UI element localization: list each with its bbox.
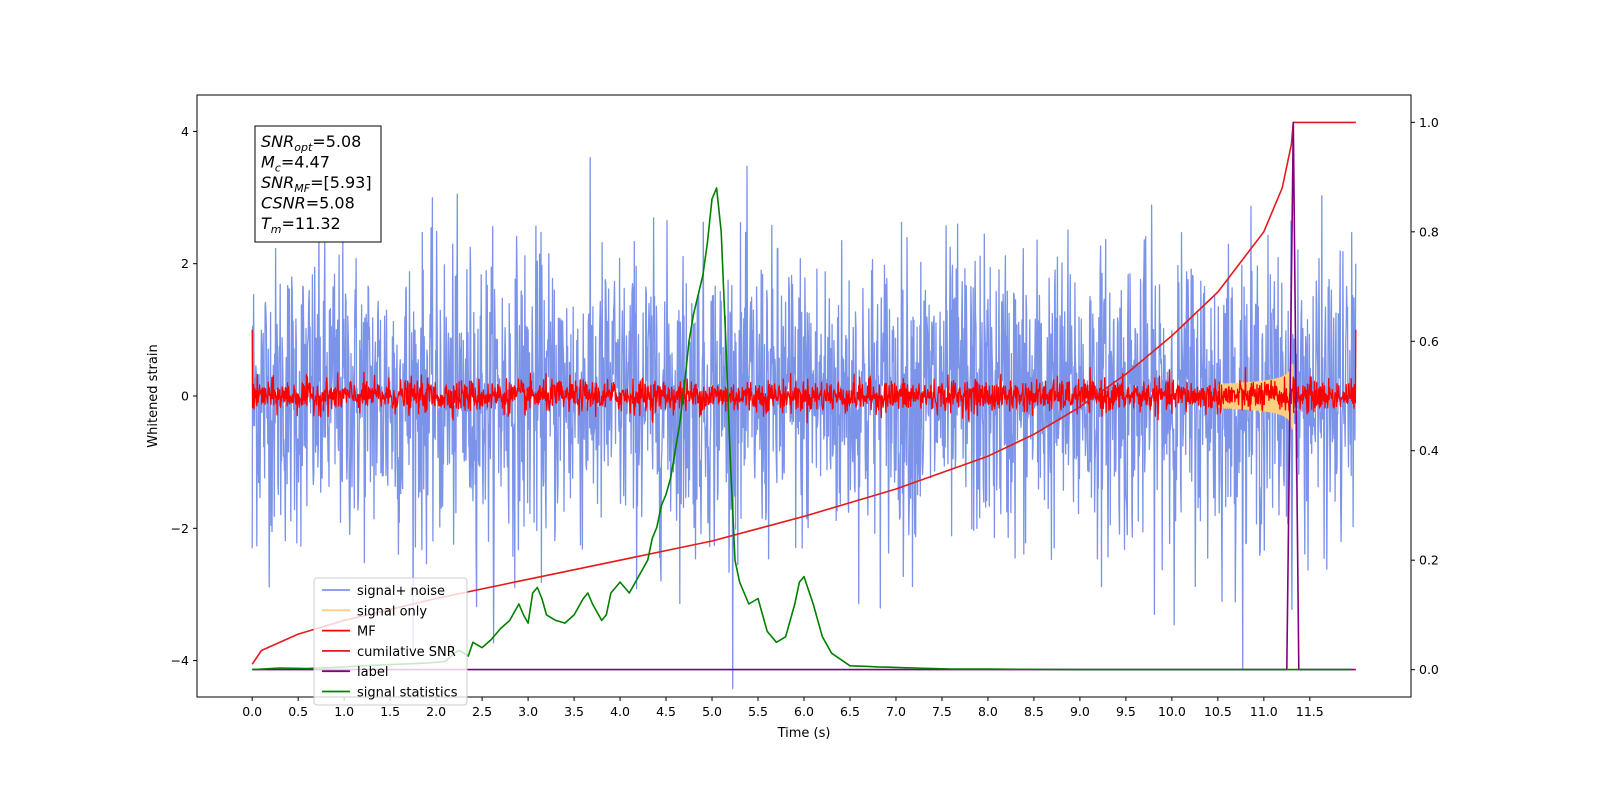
annotation-line: SNRopt=5.08 (261, 132, 361, 154)
legend-entry-label: signal statistics (357, 686, 458, 701)
annotation-line: CSNR=5.08 (261, 194, 355, 213)
y-tick-label: −4 (171, 653, 189, 668)
x-tick-label: 0.0 (242, 704, 262, 719)
x-tick-label: 1.0 (334, 704, 354, 719)
y-tick-label: 0 (181, 389, 189, 404)
x-tick-label: 4.0 (610, 704, 630, 719)
y-tick-label: −2 (171, 521, 189, 536)
x-tick-label: 2.0 (426, 704, 446, 719)
y-tick-label: 2 (181, 256, 189, 271)
series-line-mf (251, 329, 1357, 424)
x-tick-label: 7.5 (932, 704, 952, 719)
x-tick-label: 9.5 (1116, 704, 1136, 719)
x-tick-label: 8.5 (1024, 704, 1044, 719)
x-tick-label: 4.5 (656, 704, 676, 719)
y2-tick-label: 0.0 (1419, 662, 1439, 677)
x-tick-label: 7.0 (886, 704, 906, 719)
legend-frame (313, 577, 468, 706)
y2-tick-label: 0.4 (1419, 443, 1439, 458)
y-axis-label: Whitened strain (146, 344, 161, 447)
x-tick-label: 3.0 (518, 704, 538, 719)
legend-entry-label: label (357, 665, 388, 680)
stats-annotation-box: SNRopt=5.08Mc=4.47SNRMF=[5.93]CSNR=5.08T… (254, 125, 382, 243)
y2-tick-label: 1.0 (1419, 115, 1439, 130)
legend-entry-label: signal+ noise (357, 584, 445, 599)
y-tick-label: 4 (181, 124, 189, 139)
x-tick-label: 6.5 (840, 704, 860, 719)
x-tick-label: 10.0 (1158, 704, 1186, 719)
x-tick-label: 8.0 (978, 704, 998, 719)
legend-entry-label: MF (357, 625, 376, 640)
x-tick-label: 5.0 (702, 704, 722, 719)
y2-tick-label: 0.6 (1419, 334, 1439, 349)
x-tick-label: 11.0 (1250, 704, 1278, 719)
y2-tick-label: 0.8 (1419, 224, 1439, 239)
x-tick-label: 3.5 (564, 704, 584, 719)
x-tick-label: 9.0 (1070, 704, 1090, 719)
series-line-signal-noise (251, 157, 1357, 690)
legend-entry-label: cumilative SNR (357, 645, 456, 660)
annotation-line: SNRMF=[5.93] (261, 173, 372, 195)
legend-entry-label: signal only (357, 604, 427, 619)
x-tick-label: 5.5 (748, 704, 768, 719)
annotation-line: Tm=11.32 (261, 214, 341, 236)
x-axis-label: Time (s) (777, 726, 831, 741)
x-tick-label: 0.5 (288, 704, 308, 719)
legend: signal+ noise signal only MF cumilative SNR… (313, 577, 468, 706)
annotation-line: Mc=4.47 (261, 153, 330, 175)
x-tick-label: 11.5 (1296, 704, 1324, 719)
y2-tick-label: 0.2 (1419, 553, 1439, 568)
annotation-frame (254, 125, 382, 243)
x-tick-label: 2.5 (472, 704, 492, 719)
series-line-signal-statistics (252, 187, 1352, 671)
x-tick-label: 1.5 (380, 704, 400, 719)
x-tick-label: 10.5 (1204, 704, 1232, 719)
x-tick-label: 6.0 (794, 704, 814, 719)
axes: 0.0 0.5 1.0 1.5 2.0 2.5 3.0 3.5 4.0 4.5 5.0 5.5 6.0 6… (171, 115, 1439, 719)
